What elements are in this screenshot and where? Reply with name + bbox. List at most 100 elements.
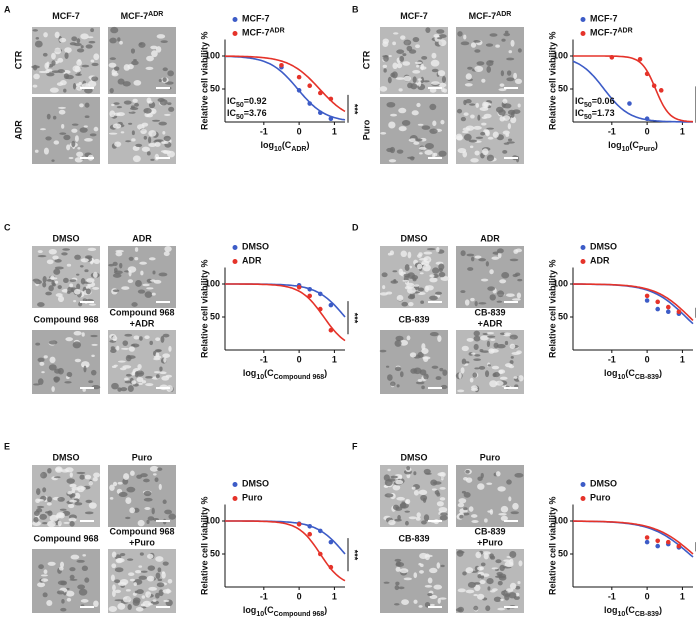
cell (57, 496, 65, 502)
cell (120, 347, 130, 350)
cell (499, 564, 505, 571)
cell (391, 71, 398, 79)
cell (461, 358, 467, 365)
cell (92, 271, 98, 279)
cell (124, 333, 133, 337)
legend-marker (232, 245, 238, 250)
cell (42, 592, 48, 598)
cell (79, 127, 88, 133)
image-caption: CB-839 (474, 526, 505, 536)
cell (142, 283, 150, 287)
cell (131, 302, 138, 307)
cell (469, 145, 474, 149)
cell (415, 381, 425, 385)
y-axis-label: Relative cell viability % (547, 259, 557, 358)
cell (379, 292, 389, 296)
cell (127, 604, 132, 611)
cell (487, 364, 491, 367)
cell (148, 257, 156, 261)
cell (429, 295, 438, 301)
legend-marker (232, 259, 238, 264)
cell (400, 250, 407, 258)
cell (507, 109, 516, 115)
cell (388, 159, 397, 163)
cell (52, 282, 56, 287)
cell (382, 41, 389, 47)
cell (437, 472, 445, 477)
row-label: CTR (361, 50, 371, 69)
cell (64, 47, 72, 53)
cell (490, 348, 499, 353)
cell (51, 52, 56, 60)
x-tick-label: -1 (608, 354, 616, 364)
cell (417, 287, 425, 292)
cell (147, 553, 154, 559)
cell (469, 377, 474, 383)
cell (133, 80, 142, 86)
cell (477, 574, 482, 579)
cell (70, 554, 80, 560)
cell (36, 488, 41, 496)
cell (113, 102, 120, 105)
cell (394, 558, 402, 562)
cell (86, 278, 95, 283)
cell (475, 102, 480, 108)
cell (422, 497, 427, 503)
cell (88, 480, 93, 486)
cell (127, 558, 134, 561)
cell (133, 335, 140, 340)
cell (114, 589, 121, 594)
cell (81, 332, 85, 337)
cell (134, 102, 139, 107)
cell (144, 507, 151, 510)
cell (71, 140, 76, 148)
cell (72, 341, 82, 349)
cell (490, 590, 496, 593)
cell (465, 589, 475, 594)
cell (406, 466, 411, 471)
text-part: (C (629, 140, 639, 150)
text-part: 10 (618, 611, 626, 618)
cell (50, 277, 58, 280)
cell (66, 371, 73, 378)
cell (122, 478, 129, 485)
cell (81, 64, 90, 68)
text-part: Puro (242, 493, 263, 503)
x-tick-label: -1 (260, 591, 268, 601)
cell (92, 477, 98, 482)
cell (473, 125, 482, 130)
cell (111, 72, 119, 77)
text-part: log (243, 368, 257, 378)
cell (53, 476, 61, 479)
text-part: 50 (236, 114, 244, 121)
cell (498, 512, 507, 516)
cell (122, 340, 129, 346)
cell (490, 338, 496, 341)
cell (504, 340, 509, 346)
cell (43, 147, 49, 155)
micrograph (32, 97, 100, 164)
cell (111, 551, 117, 558)
cell (423, 373, 429, 380)
cell (84, 474, 92, 480)
cell (137, 364, 142, 370)
cell (132, 98, 138, 103)
cell (83, 365, 87, 373)
cell (117, 37, 121, 42)
fit-curve (573, 55, 694, 123)
legend-label: Puro (590, 493, 611, 503)
cell (416, 263, 423, 270)
cell (46, 259, 54, 265)
data-point (296, 522, 302, 527)
cell (380, 132, 387, 135)
cell (463, 99, 467, 106)
cell (67, 491, 73, 495)
cell (456, 108, 463, 114)
cell (436, 492, 441, 497)
cell (501, 38, 506, 42)
cell (413, 141, 420, 145)
data-point (644, 298, 650, 303)
cell (417, 78, 422, 81)
cell (69, 567, 76, 572)
data-point (328, 539, 334, 545)
